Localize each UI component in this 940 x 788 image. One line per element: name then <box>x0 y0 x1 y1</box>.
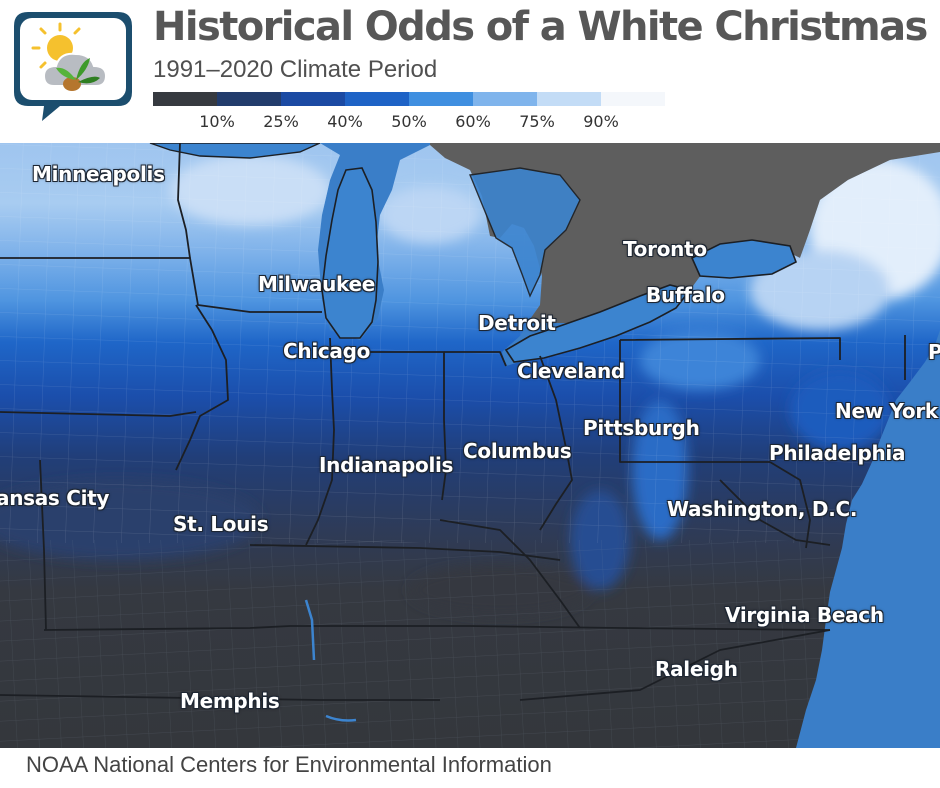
legend-swatch <box>217 92 281 106</box>
color-legend <box>153 92 665 106</box>
map: Minneapolis Milwaukee Chicago Detroit Toront… <box>0 143 940 748</box>
legend-labels: 10% 25% 40% 50% 60% 75% 90% <box>153 112 673 136</box>
city-label: Virginia Beach <box>725 603 884 627</box>
legend-tick-label: 10% <box>199 112 235 131</box>
legend-swatch <box>601 92 665 106</box>
city-label: New York <box>835 399 938 423</box>
legend-swatch <box>537 92 601 106</box>
legend-tick-label: 50% <box>391 112 427 131</box>
lake-superior <box>149 143 321 159</box>
legend-tick-label: 40% <box>327 112 363 131</box>
map-title: Historical Odds of a White Christmas <box>153 4 928 50</box>
city-label: Memphis <box>180 689 280 713</box>
plant-icon <box>56 58 100 91</box>
city-label: Detroit <box>478 311 556 335</box>
lake-michigan <box>321 167 379 339</box>
map-canvas <box>0 143 940 748</box>
city-label: Minneapolis <box>32 162 165 186</box>
map-subtitle: 1991–2020 Climate Period <box>153 56 438 83</box>
legend-tick-label: 25% <box>263 112 299 131</box>
city-label: Toronto <box>623 237 707 261</box>
city-label: Milwaukee <box>258 272 376 296</box>
lake-ontario <box>690 239 798 279</box>
legend-swatch <box>153 92 217 106</box>
city-label: Philadelphia <box>769 441 906 465</box>
state-boundaries <box>0 143 906 701</box>
city-label: Chicago <box>283 339 371 363</box>
city-label: ansas City <box>0 486 110 510</box>
city-label: Raleigh <box>655 657 738 681</box>
city-label: Buffalo <box>646 283 725 307</box>
source-credit: NOAA National Centers for Environmental … <box>26 752 552 777</box>
legend-swatch <box>345 92 409 106</box>
header: Historical Odds of a White Christmas 199… <box>0 0 940 143</box>
city-label: St. Louis <box>173 512 269 536</box>
legend-tick-label: 75% <box>519 112 555 131</box>
city-label: Indianapolis <box>319 453 454 477</box>
city-label: Washington, D.C. <box>667 497 858 521</box>
legend-swatch <box>473 92 537 106</box>
legend-tick-label: 60% <box>455 112 491 131</box>
legend-swatch <box>281 92 345 106</box>
city-label: P <box>928 340 940 364</box>
lake-erie <box>504 284 692 363</box>
legend-swatch <box>409 92 473 106</box>
partly-sunny-plant-icon <box>14 12 132 121</box>
lake-huron <box>469 167 581 298</box>
rivers <box>304 599 357 722</box>
legend-tick-label: 90% <box>583 112 619 131</box>
city-label: Pittsburgh <box>583 416 700 440</box>
city-label: Cleveland <box>517 359 625 383</box>
city-label: Columbus <box>463 439 572 463</box>
